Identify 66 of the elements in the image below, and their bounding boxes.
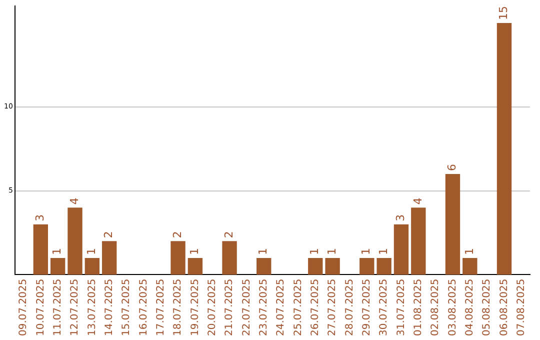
x-tick-label: 11.07.2025 (52, 278, 64, 336)
x-tick-label: 12.07.2025 (70, 278, 81, 336)
bar (360, 258, 374, 275)
data-label: 3 (394, 214, 408, 222)
data-label: 6 (446, 164, 459, 172)
x-tick-label: 03.08.2025 (447, 278, 458, 336)
data-label: 1 (85, 248, 98, 255)
x-tick-label: 06.08.2025 (498, 278, 510, 336)
bar (445, 174, 460, 275)
bar (188, 258, 203, 275)
bar (170, 241, 186, 275)
bar (102, 241, 117, 275)
x-tick-label: 20.07.2025 (206, 278, 218, 336)
x-tick-label: 21.07.2025 (224, 278, 236, 336)
x-tick-label: 23.07.2025 (258, 278, 270, 336)
bar (376, 258, 392, 275)
x-tick-label: 26.07.2025 (310, 278, 321, 336)
data-label: 3 (34, 214, 47, 222)
x-tick-label: 22.07.2025 (241, 278, 252, 336)
x-tick-label: 24.07.2025 (276, 278, 287, 336)
x-tick-label: 15.07.2025 (121, 278, 132, 336)
x-tick-label: 01.08.2025 (412, 278, 424, 336)
data-label: 1 (188, 248, 202, 255)
x-tick-label: 28.07.2025 (344, 278, 356, 336)
x-tick-label: 02.08.2025 (430, 278, 442, 336)
x-tick-label: 14.07.2025 (104, 278, 115, 336)
x-tick-label: 09.07.2025 (18, 278, 30, 336)
bar (256, 258, 272, 275)
data-label: 1 (256, 248, 270, 255)
x-tick-label: 30.07.2025 (378, 278, 390, 336)
x-tick-label: 31.07.2025 (396, 278, 407, 336)
data-label: 1 (308, 248, 322, 255)
bar (50, 258, 66, 275)
bar (394, 224, 409, 275)
data-label: 15 (497, 6, 510, 20)
data-label: 1 (376, 248, 390, 255)
bar (33, 224, 48, 275)
data-label: 2 (102, 231, 116, 238)
x-tick-label: 04.08.2025 (464, 278, 476, 336)
data-label: 2 (170, 231, 184, 238)
x-tick-label: 13.07.2025 (86, 278, 98, 336)
data-label: 4 (68, 198, 81, 205)
x-tick-label: 07.08.2025 (516, 278, 528, 336)
x-tick-label: 10.07.2025 (35, 278, 46, 336)
data-label: 2 (222, 231, 236, 238)
x-tick-label: 19.07.2025 (190, 278, 201, 336)
bar (325, 258, 340, 275)
bar (411, 208, 426, 275)
bar (84, 258, 100, 275)
x-tick-label: 27.07.2025 (327, 278, 338, 336)
x-tick-label: 05.08.2025 (482, 278, 493, 336)
bar (222, 241, 237, 275)
x-tick-label: 18.07.2025 (172, 278, 184, 336)
data-label: 1 (462, 248, 476, 255)
data-label: 1 (50, 248, 64, 255)
data-label: 4 (411, 198, 424, 205)
bar (308, 258, 323, 275)
bar (462, 258, 478, 275)
data-label: 1 (325, 248, 338, 255)
x-tick-label: 17.07.2025 (155, 278, 166, 336)
data-label: 1 (360, 248, 373, 255)
bar (496, 22, 512, 275)
x-tick-label: 25.07.2025 (292, 278, 304, 336)
x-tick-label: 16.07.2025 (138, 278, 150, 336)
bar (68, 208, 82, 275)
x-tick-label: 29.07.2025 (361, 278, 372, 336)
